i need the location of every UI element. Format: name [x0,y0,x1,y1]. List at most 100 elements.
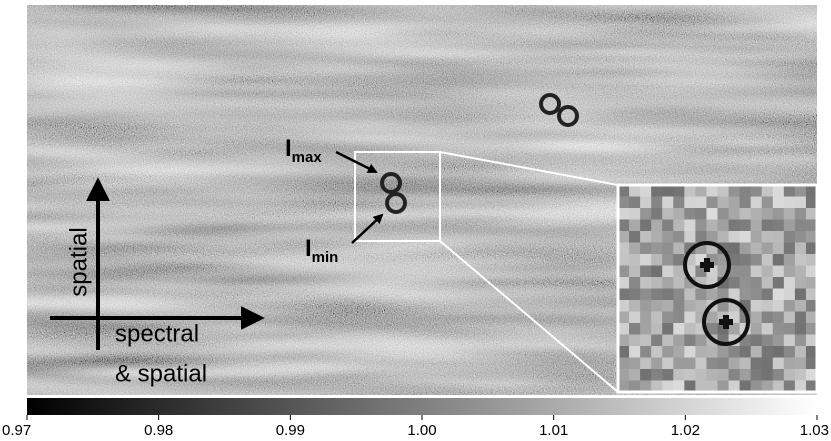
pixel [673,265,685,278]
pixel [640,346,652,358]
pixel [695,208,707,220]
pixel [750,380,763,393]
pixel [706,219,718,232]
pixel [728,265,741,278]
pixel [728,346,741,358]
annotation-main: I [305,235,312,262]
pixel [640,277,652,289]
pixel [706,242,718,255]
pixel [640,219,652,232]
pixel [618,311,630,324]
pixel [717,357,730,370]
arrow [335,150,378,174]
pixel [794,277,807,289]
pixel [629,288,641,301]
pixel [783,208,796,220]
pixel [728,277,741,289]
pixel [618,231,630,243]
pixel [805,346,818,358]
pixel [805,254,818,266]
pixel [761,288,774,301]
annotation-sub: min [312,249,339,266]
colorbar-tick-label: 1.02 [671,422,700,439]
pixel [662,185,674,197]
colorbar-tick-label: 1.03 [800,422,829,439]
pixel [783,277,796,289]
pixel [618,277,630,289]
pixel [794,208,807,220]
pixel [717,185,730,197]
pixel [794,311,807,324]
pixel [662,254,674,266]
pixel [629,357,641,370]
pixel [706,369,718,381]
pixel [629,300,641,312]
pixel [640,311,652,324]
pixel [618,300,630,312]
pixel [783,219,796,232]
pixel [739,346,752,358]
pixel [695,219,707,232]
pixel [662,323,674,335]
pixel [761,219,774,232]
pixel [783,254,796,266]
pixel [728,380,741,393]
pixel [772,254,785,266]
pixel [728,323,741,335]
pixel [673,300,685,312]
pixel [750,357,763,370]
pixel [629,323,641,335]
pixel [684,346,696,358]
pixel [761,208,774,220]
pixel [618,219,630,232]
colorbar-tick-label: 0.99 [276,422,305,439]
pixel [706,323,718,335]
annotation: Imax [285,135,322,166]
pixel [761,334,774,347]
pixel [706,288,718,301]
colorbar [27,398,817,415]
pixel [629,265,641,278]
zoom-line [439,240,619,393]
pixel [783,300,796,312]
pixel [695,380,707,393]
pixel [739,380,752,393]
pixel [772,300,785,312]
pixel [629,219,641,232]
pixel [750,265,763,278]
pixel [695,242,707,255]
pixel [673,231,685,243]
pixel [706,196,718,209]
pixel [629,369,641,381]
pixel [684,300,696,312]
pixel [772,311,785,324]
pixel [739,265,752,278]
pixel [684,380,696,393]
pixel [706,346,718,358]
pixel [651,311,663,324]
pixel [761,265,774,278]
pixel [684,288,696,301]
pixel [618,323,630,335]
pixel [772,288,785,301]
pixel [772,219,785,232]
pixel [750,242,763,255]
pixel [805,357,818,370]
pixel [695,288,707,301]
pixel [662,311,674,324]
pixel [750,323,763,335]
pixel [717,380,730,393]
blob [557,105,579,127]
pixel [684,334,696,347]
pixel [761,300,774,312]
pixel [761,323,774,335]
pixel [805,242,818,255]
pixel [750,254,763,266]
pixel [783,265,796,278]
pixel [761,185,774,197]
pixel [695,346,707,358]
pixel [794,265,807,278]
pixel [739,277,752,289]
pixel [728,208,741,220]
